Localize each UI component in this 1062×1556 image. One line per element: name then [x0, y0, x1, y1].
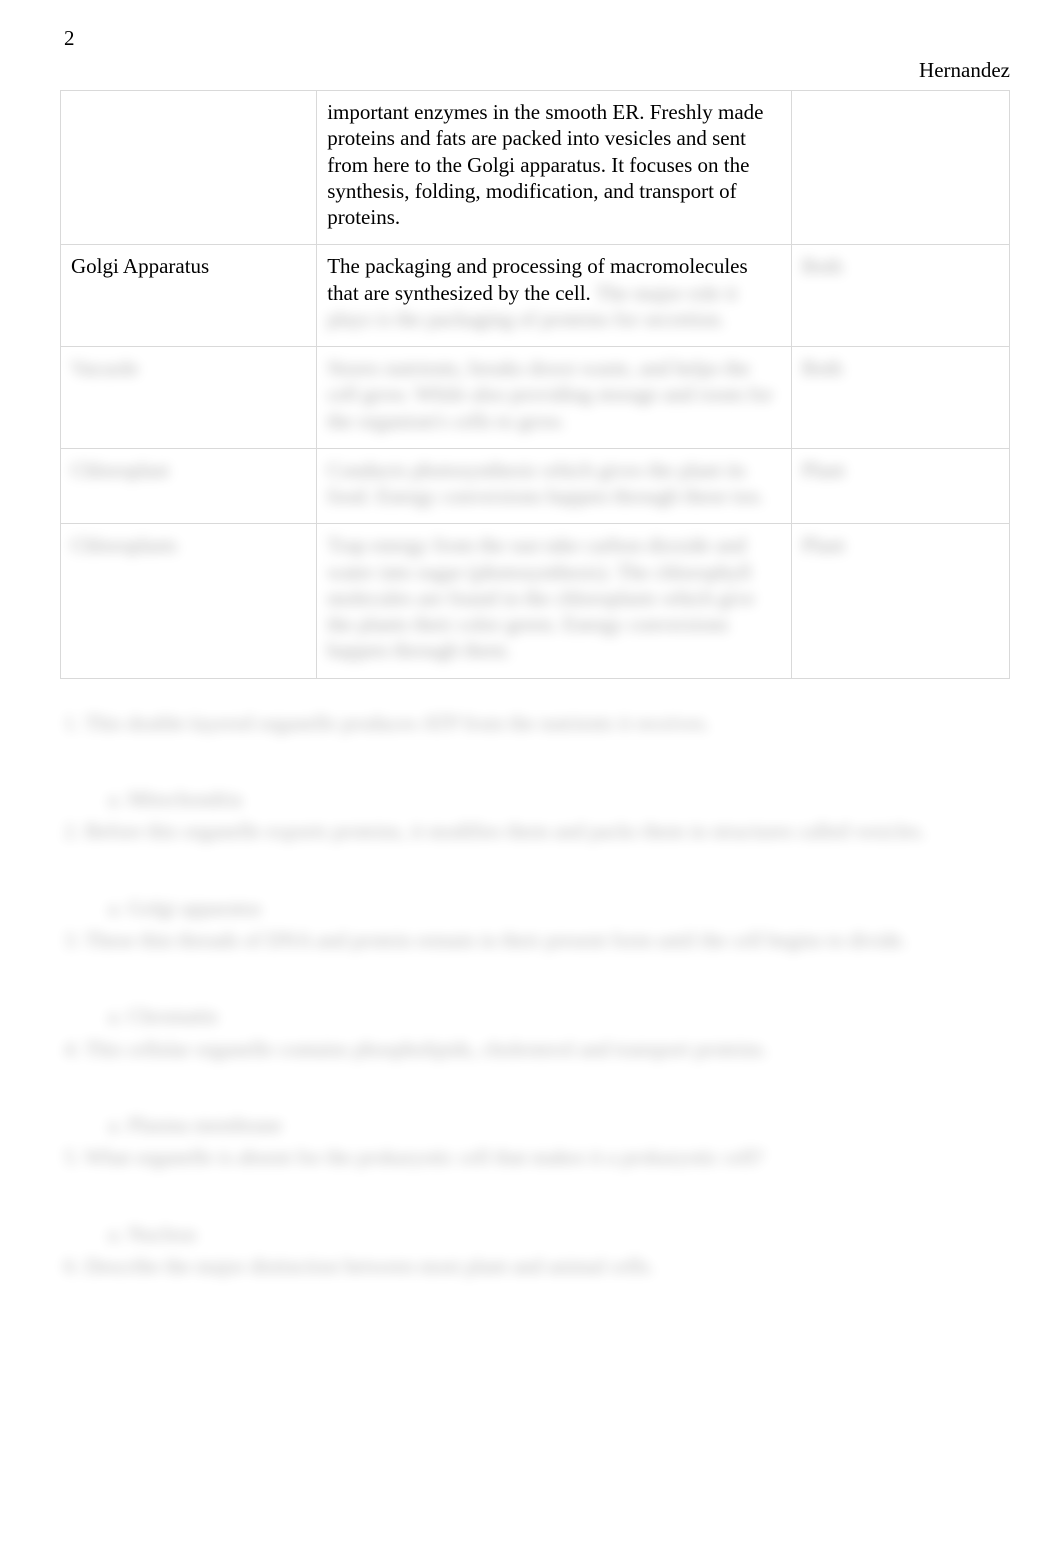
table-row: important enzymes in the smooth ER. Fres… — [61, 91, 1010, 245]
question-answer: a. Golgi apparatus — [64, 894, 1006, 922]
cell-organelle: Chloroplasts — [61, 524, 317, 678]
location-hidden: Plant — [802, 533, 845, 557]
cell-location: Both — [791, 245, 1009, 347]
question-answer: a. Chromatin — [64, 1002, 1006, 1030]
table-row: Vacuole Stores nutrients, breaks down wa… — [61, 347, 1010, 449]
question-prompt: 3. These thin threads of DNA and protein… — [64, 926, 1006, 954]
cell-location: Both — [791, 347, 1009, 449]
cell-organelle — [61, 91, 317, 245]
func-visible: important enzymes in the smooth ER. Fres… — [327, 100, 763, 229]
func-hidden: Stores nutrients, breaks down waste, and… — [327, 356, 773, 433]
location-hidden: Both — [802, 356, 843, 380]
organelle-table: important enzymes in the smooth ER. Fres… — [60, 90, 1010, 679]
location-hidden: Plant — [802, 458, 845, 482]
table-row: Chloroplasts Trap energy from the sun ta… — [61, 524, 1010, 678]
question-item: a. Mitochondria 2. Before this organelle… — [64, 785, 1006, 846]
cell-function: The packaging and processing of macromol… — [317, 245, 792, 347]
page-number: 2 — [64, 26, 75, 51]
question-prompt: 4. This cellular organelle contains phos… — [64, 1035, 1006, 1063]
document-page: 2 Hernandez important enzymes in the smo… — [0, 0, 1062, 1388]
organelle-hidden: Vacuole — [71, 356, 139, 380]
table-row: Golgi Apparatus The packaging and proces… — [61, 245, 1010, 347]
func-hidden: Trap energy from the sun take carbon dio… — [327, 533, 754, 662]
func-hidden: Conducts photosynthesis which gives the … — [327, 458, 764, 508]
question-item: a. Plasma membrane 5. What organelle is … — [64, 1111, 1006, 1172]
questions-section: 1. This double-layered organelle produce… — [60, 709, 1010, 1281]
question-answer: a. Nucleus — [64, 1220, 1006, 1248]
question-prompt: 5. What organelle is absent for the prok… — [64, 1143, 1006, 1171]
organelle-table-wrap: important enzymes in the smooth ER. Fres… — [60, 90, 1010, 679]
question-prompt: 6. Describe the major distinction betwee… — [64, 1252, 1006, 1280]
question-item: a. Nucleus 6. Describe the major distinc… — [64, 1220, 1006, 1281]
cell-location — [791, 91, 1009, 245]
cell-organelle: Golgi Apparatus — [61, 245, 317, 347]
table-row: Chloroplast Conducts photosynthesis whic… — [61, 448, 1010, 524]
question-answer: a. Mitochondria — [64, 785, 1006, 813]
question-item: a. Chromatin 4. This cellular organelle … — [64, 1002, 1006, 1063]
cell-location: Plant — [791, 524, 1009, 678]
cell-function: Conducts photosynthesis which gives the … — [317, 448, 792, 524]
cell-function: Stores nutrients, breaks down waste, and… — [317, 347, 792, 449]
location-hidden: Both — [802, 254, 843, 278]
question-item: 1. This double-layered organelle produce… — [64, 709, 1006, 737]
question-item: a. Golgi apparatus 3. These thin threads… — [64, 894, 1006, 955]
cell-function: Trap energy from the sun take carbon dio… — [317, 524, 792, 678]
cell-organelle: Vacuole — [61, 347, 317, 449]
organelle-hidden: Chloroplast — [71, 458, 169, 482]
cell-location: Plant — [791, 448, 1009, 524]
cell-function: important enzymes in the smooth ER. Fres… — [317, 91, 792, 245]
cell-organelle: Chloroplast — [61, 448, 317, 524]
question-prompt: 2. Before this organelle exports protein… — [64, 817, 1006, 845]
organelle-hidden: Chloroplasts — [71, 533, 177, 557]
question-answer: a. Plasma membrane — [64, 1111, 1006, 1139]
question-prompt: 1. This double-layered organelle produce… — [64, 709, 1006, 737]
header-surname: Hernandez — [919, 58, 1010, 83]
